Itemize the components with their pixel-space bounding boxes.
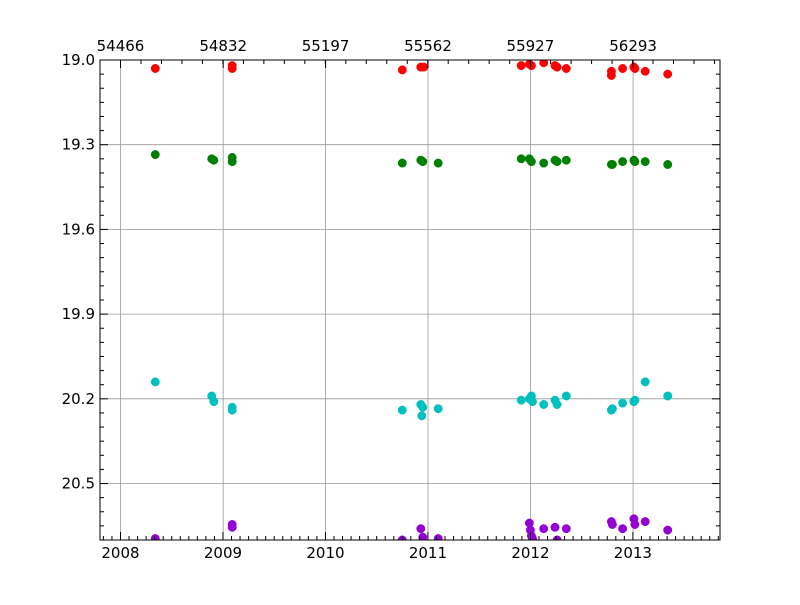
- data-point: [552, 62, 562, 72]
- x2-tick-label: 55197: [302, 37, 350, 55]
- data-point: [516, 395, 526, 405]
- data-point: [528, 534, 537, 540]
- data-point: [640, 66, 650, 76]
- data-point: [607, 520, 617, 529]
- y-tick-label: 19.9: [62, 305, 95, 323]
- data-point: [150, 377, 160, 387]
- x-tick-label: 2008: [101, 544, 139, 562]
- data-point: [227, 522, 237, 532]
- data-point: [630, 64, 640, 73]
- data-point: [552, 157, 562, 167]
- data-point: [397, 65, 407, 75]
- y-tick-label: 19.0: [62, 51, 95, 69]
- data-point: [552, 400, 562, 409]
- data-point: [663, 69, 673, 79]
- data-point: [418, 532, 428, 540]
- data-point: [640, 377, 650, 387]
- data-point: [630, 520, 640, 529]
- data-point: [397, 405, 407, 415]
- x2-tick-label: 56293: [609, 37, 657, 55]
- data-point: [528, 397, 537, 407]
- x-tick-label: 2009: [204, 544, 242, 562]
- data-point: [150, 150, 160, 160]
- data-point: [419, 62, 429, 72]
- x-tick-label: 2011: [409, 544, 447, 562]
- x-tick-label: 2012: [511, 544, 549, 562]
- data-point: [417, 411, 427, 421]
- data-point: [561, 155, 571, 165]
- data-point: [663, 160, 673, 169]
- data-point: [618, 157, 628, 167]
- data-point: [433, 534, 443, 540]
- data-point: [516, 61, 526, 71]
- data-point: [227, 64, 237, 73]
- data-point: [227, 157, 237, 167]
- x2-tick-label: 55927: [507, 37, 555, 55]
- data-points: [150, 60, 673, 540]
- data-point: [607, 404, 617, 414]
- data-point: [150, 64, 160, 73]
- x2-tick-label: 55562: [404, 37, 452, 55]
- data-point: [663, 525, 673, 535]
- data-point: [418, 402, 428, 412]
- data-point: [607, 160, 617, 169]
- data-point: [606, 71, 616, 80]
- x-tick-label: 2010: [306, 544, 344, 562]
- x2-tick-label: 54832: [199, 37, 247, 55]
- data-point: [526, 157, 536, 167]
- data-point: [550, 522, 560, 532]
- y-tick-label: 20.2: [62, 390, 95, 408]
- data-point: [539, 400, 549, 409]
- data-point: [630, 395, 640, 405]
- data-point: [663, 391, 673, 401]
- data-point: [539, 60, 549, 68]
- y-tick-label: 19.3: [62, 136, 95, 154]
- data-point: [526, 61, 536, 71]
- grid: [100, 59, 720, 540]
- x-tick-label: 2013: [614, 544, 652, 562]
- data-point: [418, 157, 428, 167]
- data-point: [209, 155, 219, 165]
- data-point: [640, 157, 650, 167]
- y-tick-label: 20.5: [62, 475, 95, 493]
- data-point: [561, 391, 571, 401]
- data-point: [561, 64, 571, 73]
- x2-tick-label: 54466: [97, 37, 145, 55]
- data-point: [416, 524, 426, 534]
- data-point: [209, 397, 219, 407]
- plot-frame: [99, 59, 721, 541]
- data-point: [618, 64, 628, 73]
- data-point: [618, 398, 628, 408]
- data-point: [150, 534, 160, 540]
- data-point: [433, 158, 443, 168]
- data-point: [516, 154, 526, 164]
- data-point: [618, 524, 628, 534]
- data-point: [539, 524, 549, 534]
- data-point: [227, 405, 237, 415]
- data-point: [397, 158, 407, 168]
- data-point: [640, 517, 650, 527]
- data-point: [561, 524, 571, 534]
- data-point: [630, 157, 640, 167]
- axis-tick-labels: 2008 2009 2010 2011 2012 2013 54466 54832 55197 5…: [62, 37, 657, 562]
- data-point: [539, 158, 549, 168]
- y-tick-label: 19.6: [62, 220, 95, 238]
- axis-ticks: [100, 59, 720, 541]
- data-point: [433, 404, 443, 414]
